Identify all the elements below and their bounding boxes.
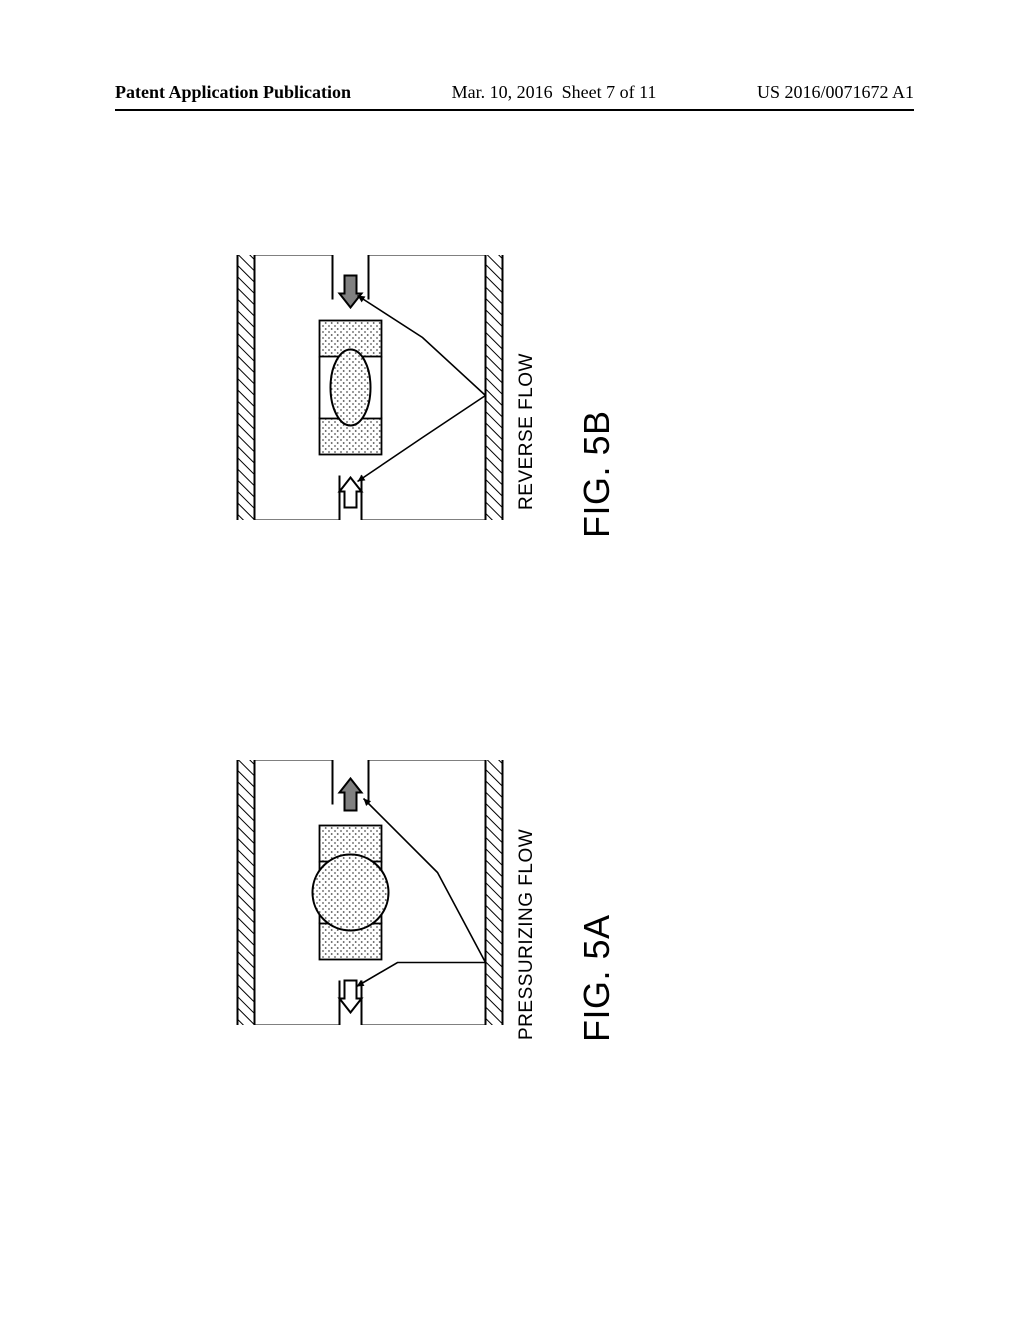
figure-5b-label: FIG. 5B bbox=[576, 410, 618, 538]
figure-5a bbox=[220, 760, 520, 1025]
page-header: Patent Application Publication Mar. 10, … bbox=[0, 82, 1024, 111]
page: Patent Application Publication Mar. 10, … bbox=[0, 0, 1024, 1320]
figure-5a-svg bbox=[220, 760, 520, 1025]
figure-5b-svg bbox=[220, 255, 520, 520]
figure-5b bbox=[220, 255, 520, 520]
header-text-row: Patent Application Publication Mar. 10, … bbox=[0, 82, 1024, 109]
header-date-sheet: Mar. 10, 2016 Sheet 7 of 11 bbox=[452, 82, 657, 103]
header-pubno: US 2016/0071672 A1 bbox=[757, 82, 914, 103]
figure-5a-caption: PRESSURIZING FLOW bbox=[516, 829, 538, 1040]
figure-5b-caption: REVERSE FLOW bbox=[516, 353, 538, 510]
figure-5a-label: FIG. 5A bbox=[576, 914, 618, 1042]
header-publication: Patent Application Publication bbox=[115, 82, 351, 103]
header-rule bbox=[115, 109, 914, 111]
